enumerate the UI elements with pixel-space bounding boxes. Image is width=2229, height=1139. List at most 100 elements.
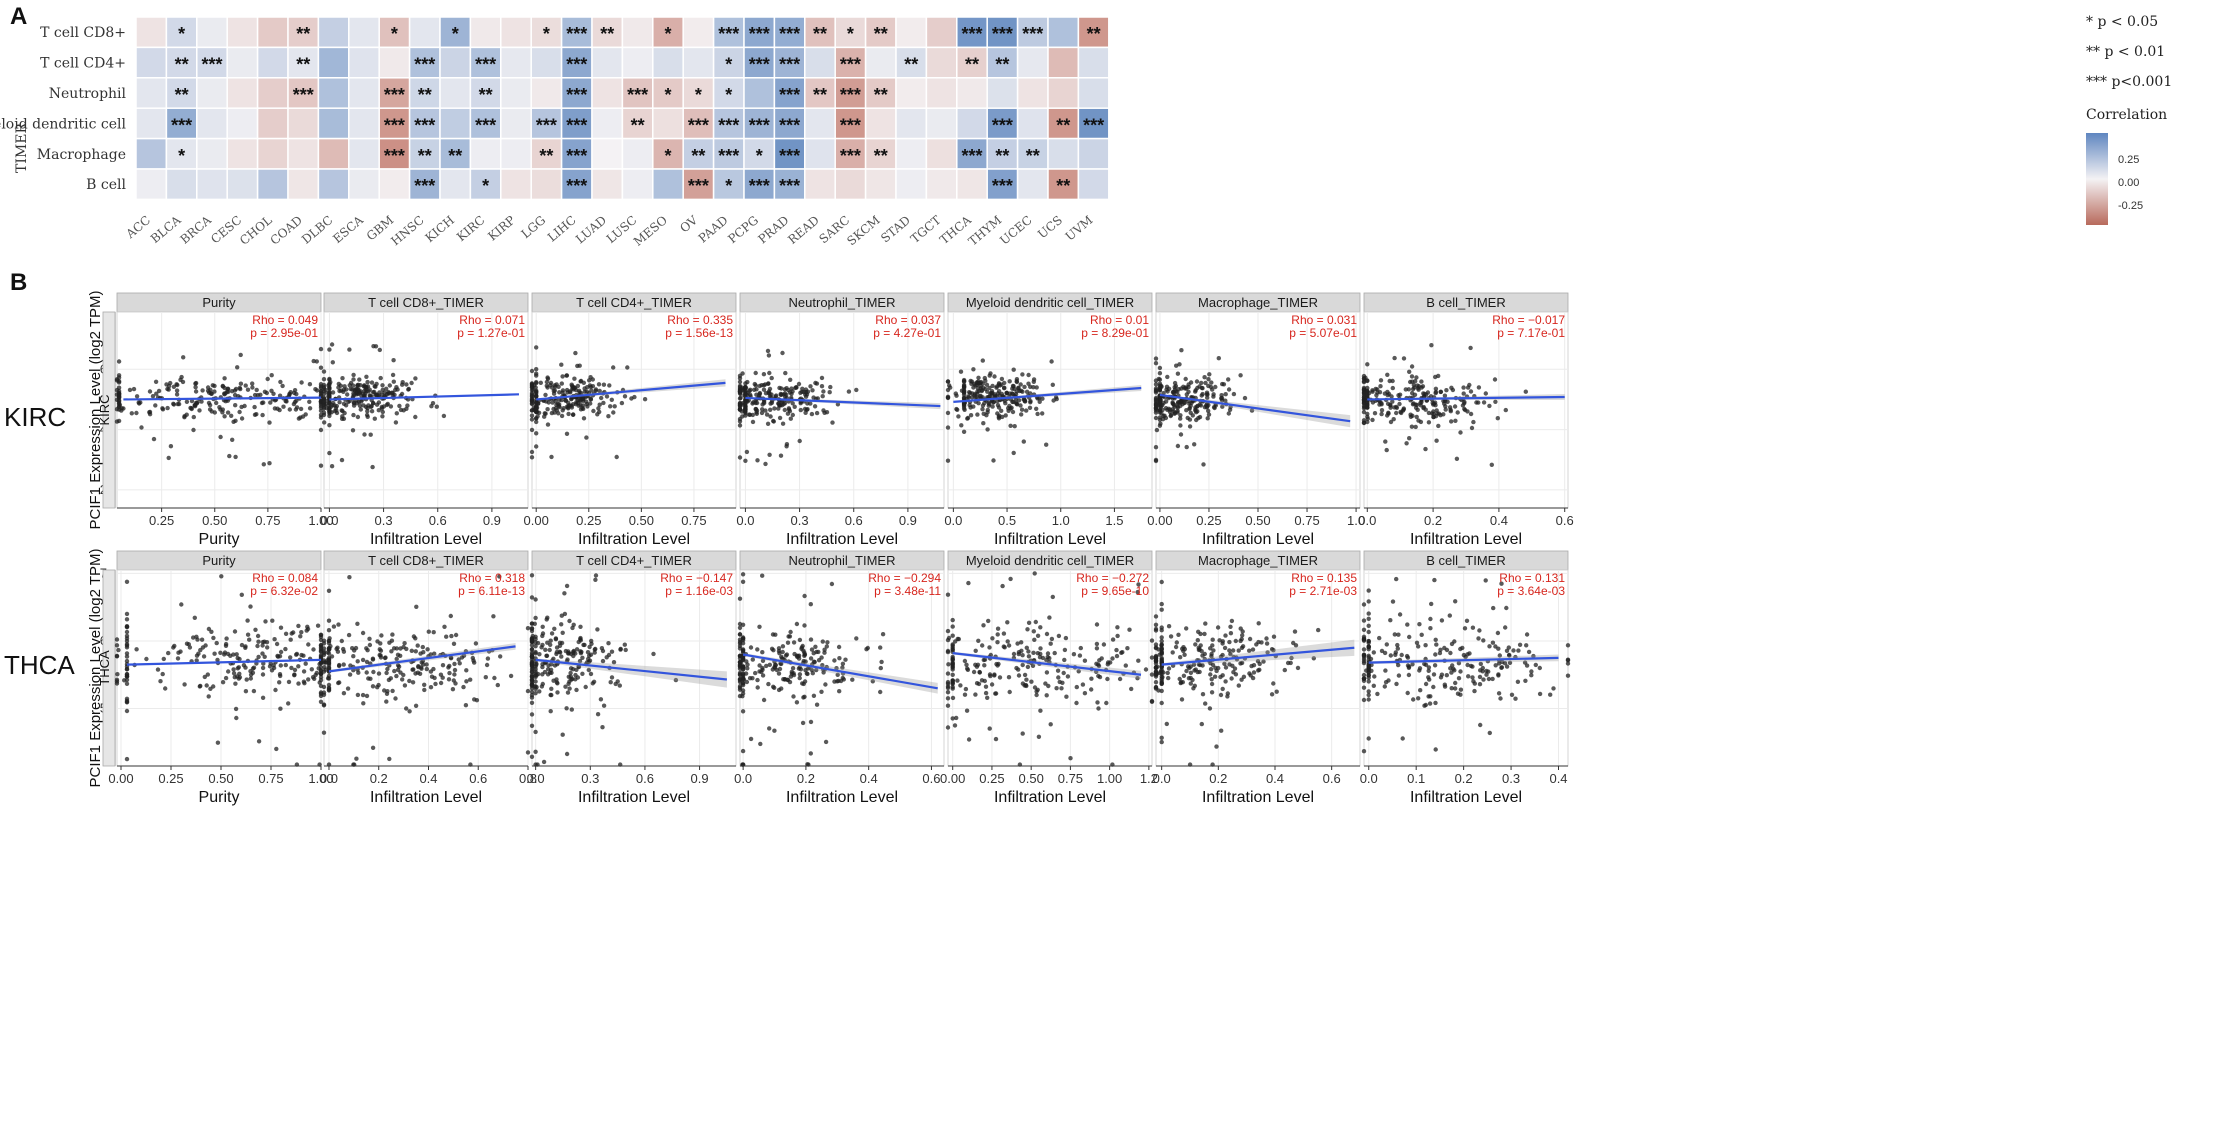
scatter-point	[1361, 406, 1367, 411]
scatter-point	[191, 427, 196, 433]
scatter-point	[961, 384, 967, 389]
scatter-point	[1421, 404, 1427, 410]
scatter-point	[1232, 666, 1238, 671]
scatter-point	[990, 404, 995, 409]
scatter-point	[321, 684, 327, 690]
scatter-point	[1462, 626, 1468, 631]
panel-strip-title: Macrophage_TIMER	[1198, 295, 1318, 310]
scatter-point	[1207, 372, 1212, 377]
scatter-point	[573, 651, 578, 656]
scatter-point	[809, 667, 814, 673]
heatmap-cell	[591, 46, 624, 79]
scatter-point	[767, 726, 772, 731]
scatter-point	[768, 414, 773, 419]
scatter-point	[1448, 407, 1453, 412]
scatter-point	[588, 652, 594, 657]
scatter-point	[429, 674, 435, 679]
scatter-point	[1202, 375, 1207, 380]
scatter-point	[525, 750, 531, 755]
scatter-point	[558, 650, 563, 655]
heatmap-significance: **	[600, 24, 614, 44]
scatter-point	[1261, 659, 1266, 664]
scatter-point	[1186, 389, 1191, 394]
scatter-point	[351, 377, 356, 382]
scatter-point	[298, 634, 303, 639]
scatter-point	[366, 676, 371, 681]
scatter-point	[1412, 392, 1418, 397]
heatmap-significance: **	[175, 55, 189, 75]
heatmap-significance: ***	[475, 55, 496, 75]
scatter-point	[1496, 691, 1502, 696]
scatter-point	[1184, 408, 1189, 413]
scatter-point	[1014, 665, 1019, 671]
scatter-point	[1061, 670, 1066, 676]
scatter-point	[1249, 408, 1255, 413]
scatter-point	[534, 400, 539, 406]
scatter-point	[1220, 652, 1225, 658]
heatmap-col-label: UVM	[1063, 213, 1096, 244]
scatter-point	[987, 726, 992, 731]
scatter-point	[1201, 462, 1206, 467]
scatter-point	[1115, 633, 1120, 639]
heatmap-cell	[348, 16, 380, 49]
scatter-point	[232, 388, 238, 393]
scatter-point	[988, 371, 993, 376]
scatter-point	[1223, 392, 1228, 397]
heatmap-significance: ***	[201, 55, 222, 75]
x-tick-label: 0.3	[1502, 771, 1520, 786]
scatter-point	[463, 703, 469, 708]
scatter-point	[470, 655, 475, 661]
scatter-point	[1159, 601, 1164, 607]
scatter-point	[1056, 675, 1061, 680]
scatter-point	[1114, 647, 1119, 653]
heatmap-significance: **	[175, 85, 189, 105]
scatter-point	[1007, 379, 1012, 384]
scatter-point	[243, 689, 249, 694]
scatter-point	[1385, 413, 1390, 418]
scatter-point	[980, 643, 985, 648]
scatter-point	[1370, 400, 1376, 405]
scatter-point	[1468, 411, 1474, 417]
heatmap-significance: ***	[961, 146, 982, 166]
scatter-point	[400, 677, 405, 682]
scatter-point	[1034, 689, 1039, 694]
scatter-point	[416, 664, 421, 669]
scatter-point	[1161, 670, 1166, 675]
scatter-point	[953, 391, 958, 396]
scatter-point	[378, 648, 384, 653]
scatter-point	[1395, 646, 1401, 651]
scatter-point	[808, 602, 813, 607]
heatmap-cell	[500, 16, 532, 49]
x-tick-label: 0.0	[527, 771, 545, 786]
scatter-point	[553, 384, 558, 389]
scatter-point	[790, 666, 796, 671]
scatter-point	[382, 655, 388, 661]
scatter-point	[387, 383, 392, 388]
scatter-point	[278, 673, 283, 679]
scatter-point	[452, 661, 457, 667]
scatter-point	[318, 415, 324, 420]
scatter-point	[430, 401, 436, 406]
p-value-label: p = 8.29e-01	[1081, 326, 1149, 340]
scatter-point	[808, 751, 813, 756]
scatter-point	[1513, 696, 1518, 701]
scatter-point	[374, 392, 379, 397]
scatter-point	[199, 399, 204, 404]
scatter-point	[780, 649, 785, 655]
scatter-point	[601, 400, 606, 406]
scatter-point	[811, 693, 817, 698]
scatter-point	[277, 393, 283, 398]
scatter-point	[1000, 583, 1005, 589]
scatter-point	[318, 699, 324, 704]
scatter-point	[737, 407, 743, 412]
scatter-point	[976, 681, 982, 687]
scatter-point	[604, 394, 610, 399]
heatmap-cell	[834, 46, 867, 79]
scatter-point	[754, 392, 759, 397]
scatter-point	[223, 641, 229, 647]
scatter-point	[533, 597, 538, 602]
heatmap-cell	[895, 16, 928, 49]
heatmap-row-label: Macrophage	[37, 147, 126, 163]
scatter-point	[327, 347, 332, 352]
scatter-point	[326, 666, 332, 671]
